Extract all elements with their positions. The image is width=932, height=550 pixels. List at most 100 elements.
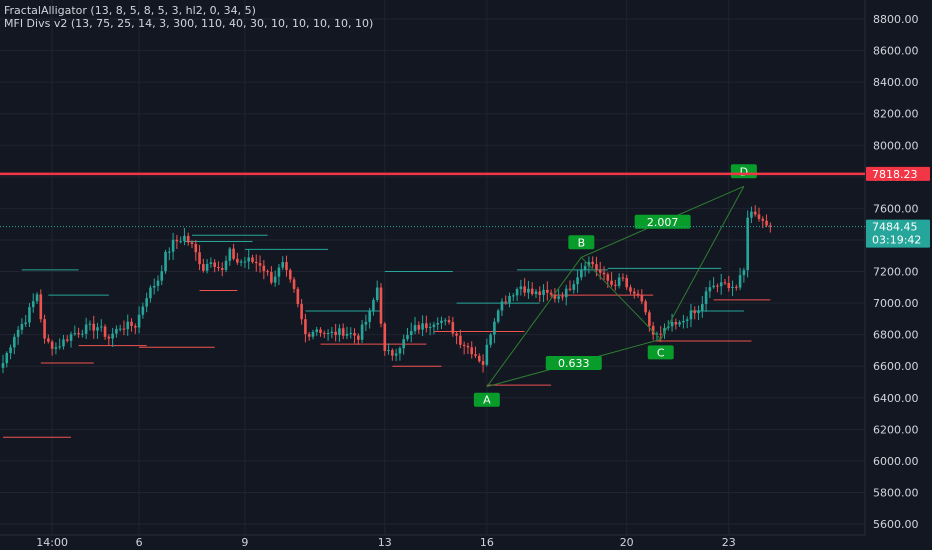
candle-body xyxy=(632,291,636,294)
fractal-levels xyxy=(3,234,771,438)
candle-body xyxy=(47,338,50,342)
pattern-ratio-badge xyxy=(545,356,602,371)
candle-body xyxy=(387,350,390,352)
candle-body xyxy=(496,310,500,322)
candle-body xyxy=(697,311,700,314)
candle-body xyxy=(307,334,311,337)
candle-body xyxy=(493,321,496,335)
x-tick-label: 23 xyxy=(722,536,736,549)
candle-body xyxy=(375,287,379,300)
candle-body xyxy=(651,325,655,335)
candle-body xyxy=(236,258,239,263)
candle-body xyxy=(757,214,761,219)
candle-body xyxy=(602,272,606,275)
time-axis-panel[interactable] xyxy=(0,535,865,550)
candle-body xyxy=(254,261,258,264)
y-tick-label: 6600.00 xyxy=(873,360,919,373)
pattern-point-label: B xyxy=(578,236,586,249)
x-tick-label: 16 xyxy=(480,536,494,549)
candle-body xyxy=(228,248,232,261)
indicator-fractal-alligator[interactable]: FractalAlligator (13, 8, 5, 8, 5, 3, hl2… xyxy=(4,4,256,17)
candle-body xyxy=(674,321,678,325)
candle-body xyxy=(273,276,277,283)
candle-body xyxy=(1,363,5,368)
indicator-mfi-divs[interactable]: MFI Divs v2 (13, 75, 25, 14, 3, 300, 110… xyxy=(4,17,374,30)
candle-body xyxy=(459,335,462,345)
candle-body xyxy=(617,277,621,286)
candle-body xyxy=(149,287,152,299)
candle-body xyxy=(232,248,235,259)
candle-body xyxy=(126,321,130,330)
candle-body xyxy=(24,322,27,325)
candle-body xyxy=(13,336,16,348)
countdown-tag-text: 03:19:42 xyxy=(872,234,921,247)
candle-body xyxy=(538,291,542,296)
candle-body xyxy=(481,361,485,365)
candle-body xyxy=(364,321,368,325)
pattern-ratio-label: 2.007 xyxy=(647,216,679,229)
time-axis: 14:00 6 9 13 16 20 23 xyxy=(36,536,735,549)
candle-body xyxy=(640,295,644,302)
candle-body xyxy=(379,287,383,324)
candles xyxy=(1,205,772,374)
candle-body xyxy=(164,252,167,272)
candle-body xyxy=(606,274,610,281)
candle-body xyxy=(205,264,209,271)
candle-body xyxy=(111,333,114,339)
pattern-leg xyxy=(660,186,745,340)
candle-body xyxy=(311,331,315,337)
candle-body xyxy=(583,266,587,271)
candle-body xyxy=(243,261,247,263)
candle-body xyxy=(432,324,436,328)
candle-body xyxy=(319,329,322,333)
candle-body xyxy=(58,346,61,348)
candle-body xyxy=(262,265,266,272)
candle-body xyxy=(20,324,24,330)
candle-body xyxy=(485,344,489,365)
candle-body xyxy=(103,326,107,337)
candle-body xyxy=(285,262,288,271)
candle-body xyxy=(156,280,160,286)
candle-body xyxy=(576,277,579,285)
candle-body xyxy=(614,284,617,286)
candle-body xyxy=(636,293,640,296)
x-tick-label: 14:00 xyxy=(36,536,68,549)
candle-body xyxy=(130,321,133,327)
candle-body xyxy=(753,211,757,215)
candle-body xyxy=(296,288,300,305)
candle-body xyxy=(746,217,749,271)
candle-body xyxy=(330,331,334,334)
candle-body xyxy=(391,350,394,356)
y-tick-label: 8200.00 xyxy=(873,108,919,121)
candle-body xyxy=(258,263,262,266)
candle-body xyxy=(447,320,451,323)
candle-body xyxy=(549,292,553,295)
candle-body xyxy=(353,333,356,336)
candle-body xyxy=(213,262,216,268)
candle-body xyxy=(92,323,96,331)
candle-body xyxy=(251,257,254,262)
candle-body xyxy=(77,333,80,335)
price-axis-panel[interactable] xyxy=(865,0,932,535)
candle-body xyxy=(152,285,156,288)
candle-body xyxy=(341,328,345,336)
candle-body xyxy=(451,322,455,334)
y-tick-label: 7200.00 xyxy=(873,266,919,279)
candle-body xyxy=(500,301,504,311)
candle-body xyxy=(175,239,179,242)
candle-body xyxy=(723,282,727,284)
candle-body xyxy=(542,289,545,296)
candle-body xyxy=(277,267,281,277)
candle-body xyxy=(39,294,43,320)
candle-body xyxy=(326,333,330,335)
candle-body xyxy=(530,288,534,295)
candle-body xyxy=(134,326,137,328)
candle-body xyxy=(508,296,511,303)
candle-body xyxy=(568,288,572,290)
y-tick-label: 8400.00 xyxy=(873,76,919,89)
candle-body xyxy=(81,333,84,335)
abcd-pattern[interactable]: A B C D 0.633 2.007 xyxy=(473,164,757,407)
pattern-ratio-badge xyxy=(634,214,691,229)
candle-body xyxy=(28,307,31,323)
